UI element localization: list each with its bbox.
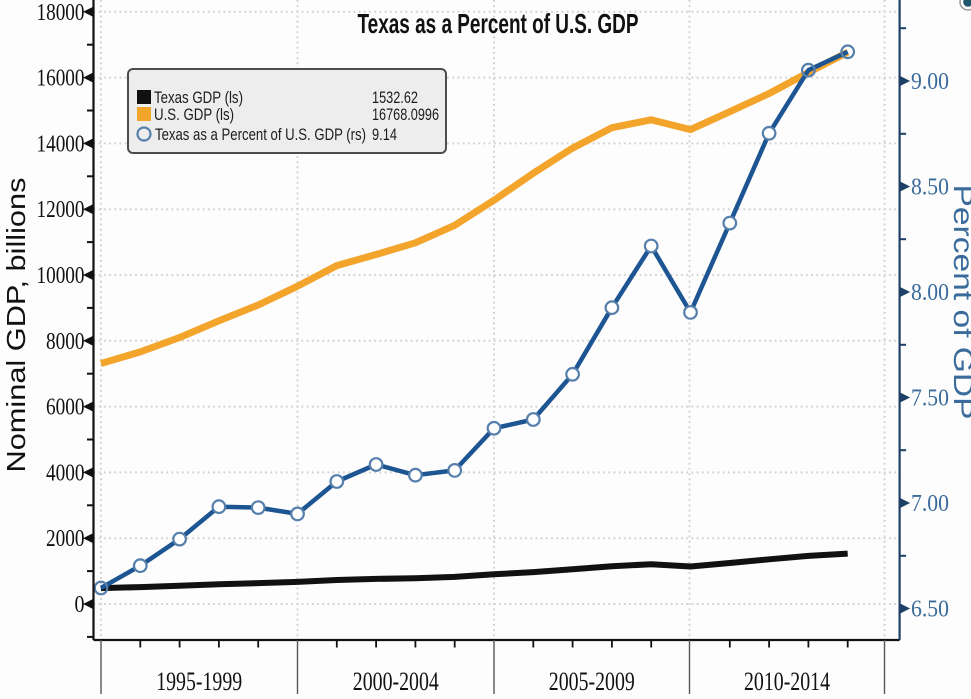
svg-text:9.00: 9.00 [911,69,949,95]
svg-text:14000: 14000 [37,131,85,157]
svg-text:18000: 18000 [37,0,85,26]
svg-text:0: 0 [75,592,85,618]
svg-text:12000: 12000 [37,197,85,223]
svg-text:9.14: 9.14 [372,125,397,144]
svg-text:16768.0996: 16768.0996 [372,105,439,124]
svg-text:7.00: 7.00 [911,491,949,517]
svg-text:2010-2014: 2010-2014 [744,667,830,694]
svg-text:Texas as a Percent of U.S. GDP: Texas as a Percent of U.S. GDP [358,8,639,39]
svg-text:Texas GDP (ls): Texas GDP (ls) [154,88,243,107]
svg-text:Percent of GDP: Percent of GDP [948,185,971,420]
svg-text:10000: 10000 [37,263,85,289]
svg-text:U.S. GDP (ls): U.S. GDP (ls) [154,105,234,124]
svg-text:4000: 4000 [46,460,85,486]
svg-text:2000: 2000 [46,526,85,552]
svg-text:8000: 8000 [46,329,85,355]
svg-text:6000: 6000 [46,395,85,421]
svg-text:Texas as a Percent of U.S. GDP: Texas as a Percent of U.S. GDP (rs) [155,125,366,144]
svg-text:Nominal GDP, billions: Nominal GDP, billions [1,178,31,473]
svg-text:8.00: 8.00 [911,280,949,306]
svg-text:8.50: 8.50 [911,175,949,201]
svg-text:6.50: 6.50 [911,597,949,623]
svg-text:16000: 16000 [37,66,85,92]
svg-text:2005-2009: 2005-2009 [549,667,635,694]
svg-text:1532.62: 1532.62 [372,88,418,107]
svg-text:7.50: 7.50 [911,386,949,412]
svg-text:2000-2004: 2000-2004 [353,667,439,694]
svg-text:1995-1999: 1995-1999 [156,667,242,694]
